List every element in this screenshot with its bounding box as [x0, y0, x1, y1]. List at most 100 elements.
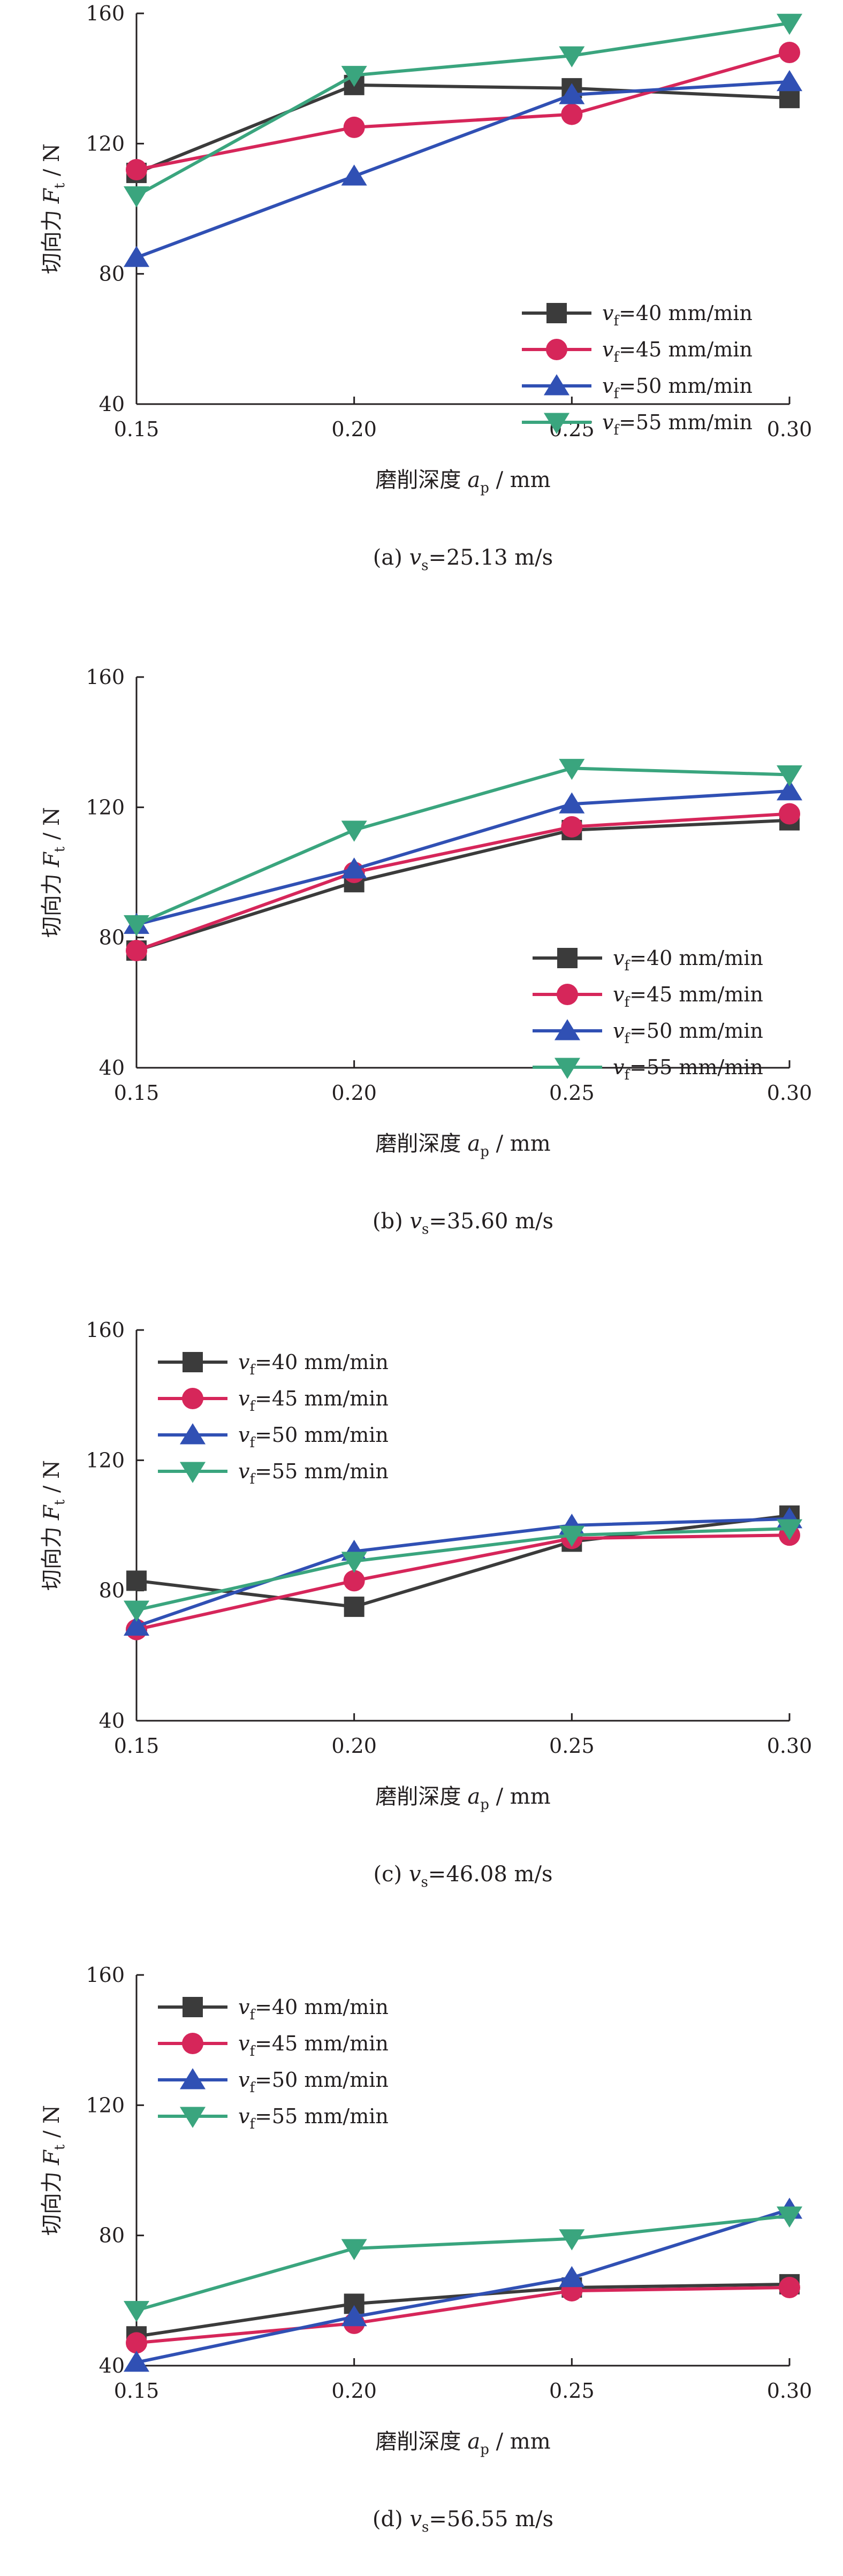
legend-marker	[182, 1388, 203, 1409]
data-point	[126, 2332, 147, 2354]
series-triangle-down	[123, 2206, 803, 2322]
legend-label: vf=45 mm/min	[238, 2032, 389, 2060]
x-axis-title: 磨削深度 ap / mm	[375, 468, 550, 496]
legend-marker	[183, 1997, 203, 2017]
data-point	[341, 1552, 367, 1573]
series-circle	[126, 1524, 800, 1640]
panel-caption: (b) vs=35.60 m/s	[373, 1209, 553, 1237]
data-point	[341, 2239, 367, 2260]
legend-marker	[179, 1462, 206, 1483]
y-axis-title: 切向力Ft / N	[40, 143, 68, 274]
series-triangle-down	[123, 13, 803, 208]
series-line	[136, 1514, 790, 1609]
series-square	[126, 74, 800, 184]
series-line	[136, 1527, 790, 1612]
data-point	[123, 2351, 150, 2372]
legend-label: vf=55 mm/min	[602, 411, 753, 438]
series-line	[136, 2214, 790, 2312]
data-point	[126, 940, 147, 961]
data-point	[123, 246, 150, 267]
y-tick-label: 80	[99, 262, 125, 286]
legend-marker	[179, 2068, 206, 2089]
legend-entry: vf=50 mm/min	[158, 2068, 389, 2096]
legend: vf=40 mm/min vf=45 mm/min vf=50 mm/min vf=5…	[158, 1995, 389, 2132]
legend: vf=40 mm/min vf=45 mm/min vf=50 mm/min vf=5…	[158, 1350, 389, 1487]
x-tick-label: 0.20	[331, 417, 377, 441]
x-tick-label: 0.30	[767, 1081, 812, 1105]
y-axis-title: 切向力Ft / N	[40, 807, 68, 938]
series-line	[136, 1517, 790, 1628]
x-tick-label: 0.20	[331, 1734, 377, 1758]
legend-entry: vf=45 mm/min	[533, 983, 763, 1010]
series-line	[136, 2282, 790, 2338]
data-point	[123, 1614, 150, 1636]
legend-label: vf=55 mm/min	[238, 2104, 389, 2132]
series-line	[136, 2286, 790, 2345]
chart-panel-c: 40 80 120 160 0.15 0.20 0.25 0.30 磨削深度 ap / mm 切向力…	[40, 1318, 812, 1890]
series-circle	[126, 42, 800, 180]
legend-entry: vf=55 mm/min	[522, 411, 753, 438]
x-tick-label: 0.15	[114, 1734, 160, 1758]
legend-marker	[546, 339, 567, 360]
data-point	[561, 816, 583, 838]
legend-marker	[179, 1423, 206, 1445]
x-axis-title: 磨削深度 ap / mm	[375, 2429, 550, 2458]
data-point	[559, 2229, 585, 2251]
legend-marker	[554, 1058, 581, 1079]
x-tick-label: 0.25	[549, 1734, 595, 1758]
legend-entry: vf=55 mm/min	[158, 1460, 389, 1487]
legend-entry: vf=55 mm/min	[533, 1055, 763, 1083]
legend-label: vf=50 mm/min	[602, 374, 753, 402]
legend-label: vf=50 mm/min	[613, 1019, 763, 1047]
legend-entry: vf=50 mm/min	[158, 1423, 389, 1451]
y-tick-label: 160	[86, 1963, 125, 1987]
legend-entry: vf=40 mm/min	[158, 1995, 389, 2023]
series-circle	[126, 803, 800, 961]
x-axis-title: 磨削深度 ap / mm	[375, 1784, 550, 1813]
data-point	[776, 2206, 803, 2228]
data-point	[779, 88, 800, 109]
series-line	[135, 21, 790, 197]
data-point	[341, 66, 367, 87]
x-tick-label: 0.30	[767, 2379, 812, 2403]
series-line	[135, 766, 790, 926]
panel-caption: (c) vs=46.08 m/s	[374, 1862, 553, 1890]
data-point	[561, 103, 583, 125]
x-tick-label: 0.20	[331, 1081, 377, 1105]
legend-label: vf=45 mm/min	[613, 983, 763, 1010]
data-point	[341, 820, 367, 842]
series-line	[136, 1533, 790, 1631]
y-tick-label: 120	[86, 795, 125, 819]
chart-panel-d: 40 80 120 160 0.15 0.20 0.25 0.30 磨削深度 ap / mm 切向力…	[40, 1963, 812, 2535]
data-point	[559, 2266, 585, 2288]
data-point	[776, 70, 803, 92]
data-point	[123, 2301, 150, 2322]
x-tick-label: 0.25	[549, 1081, 595, 1105]
legend-marker	[183, 1352, 203, 1372]
y-tick-label: 40	[99, 392, 125, 416]
data-point	[126, 159, 147, 180]
data-point	[779, 803, 800, 825]
panel-caption: (a) vs=25.13 m/s	[373, 545, 553, 574]
y-tick-label: 40	[99, 1709, 125, 1732]
legend-entry: vf=45 mm/min	[158, 1387, 389, 1415]
legend-label: vf=50 mm/min	[238, 2068, 389, 2096]
legend-entry: vf=40 mm/min	[158, 1350, 389, 1378]
legend-label: vf=45 mm/min	[238, 1387, 389, 1415]
x-tick-label: 0.15	[114, 417, 160, 441]
y-tick-label: 80	[99, 1579, 125, 1602]
data-point	[559, 83, 585, 104]
legend-label: vf=55 mm/min	[238, 1460, 389, 1487]
legend-entry: vf=50 mm/min	[522, 374, 753, 402]
legend: vf=40 mm/min vf=45 mm/min vf=50 mm/min vf=5…	[533, 946, 763, 1083]
legend-marker	[557, 984, 578, 1005]
legend-entry: vf=50 mm/min	[533, 1019, 763, 1047]
data-point	[123, 186, 150, 208]
legend-entry: vf=45 mm/min	[158, 2032, 389, 2060]
data-point	[776, 13, 803, 35]
legend-label: vf=50 mm/min	[238, 1423, 389, 1451]
x-tick-label: 0.30	[767, 1734, 812, 1758]
y-tick-label: 160	[86, 2, 125, 25]
legend-marker	[546, 303, 567, 323]
